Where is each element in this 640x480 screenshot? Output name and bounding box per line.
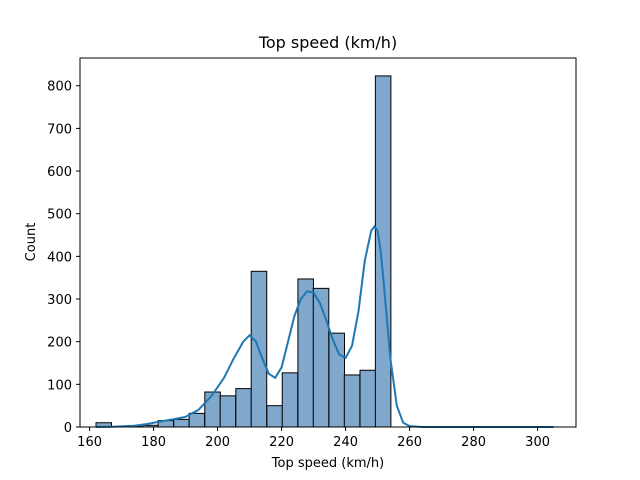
histogram-bar-7 — [204, 391, 221, 428]
histogram-bar-12 — [281, 372, 299, 428]
x-tick-label: 280 — [461, 435, 486, 450]
kde-curve — [95, 224, 554, 428]
histogram-bar-6 — [188, 412, 206, 428]
y-axis-label: Count — [24, 223, 39, 262]
y-tick-label: 500 — [47, 208, 72, 223]
x-tick-label: 200 — [205, 435, 230, 450]
x-tick-label: 260 — [397, 435, 422, 450]
x-tick-label: 220 — [269, 435, 294, 450]
histogram-bars — [95, 75, 392, 428]
x-axis-ticks: 160 180 200 220 240 260 280 300 — [77, 427, 550, 450]
y-axis-ticks: 0 100 200 300 400 500 600 700 800 — [47, 80, 80, 436]
x-axis-label: Top speed (km/h) — [271, 456, 384, 471]
x-tick-label: 300 — [525, 435, 550, 450]
histogram-bar-17 — [359, 369, 377, 428]
x-tick-label: 180 — [141, 435, 166, 450]
y-tick-label: 600 — [47, 165, 72, 180]
histogram-bar-16 — [343, 374, 361, 428]
histogram-bar-5 — [173, 418, 190, 428]
x-tick-label: 160 — [77, 435, 102, 450]
histogram-bar-11 — [266, 405, 283, 428]
y-tick-label: 100 — [47, 378, 72, 393]
plot-frame — [79, 57, 577, 428]
y-tick-label: 400 — [47, 250, 72, 265]
histogram-bar-14 — [312, 287, 330, 428]
histogram-bar-9 — [235, 388, 252, 428]
y-tick-label: 300 — [47, 293, 72, 308]
chart-title: Top speed (km/h) — [258, 33, 397, 52]
histogram-bar-18 — [374, 75, 392, 428]
histogram-bar-8 — [219, 395, 237, 428]
y-tick-label: 200 — [47, 336, 72, 351]
y-tick-label: 800 — [47, 80, 72, 95]
y-tick-label: 0 — [64, 421, 72, 436]
y-tick-label: 700 — [47, 122, 72, 137]
x-tick-label: 240 — [333, 435, 358, 450]
